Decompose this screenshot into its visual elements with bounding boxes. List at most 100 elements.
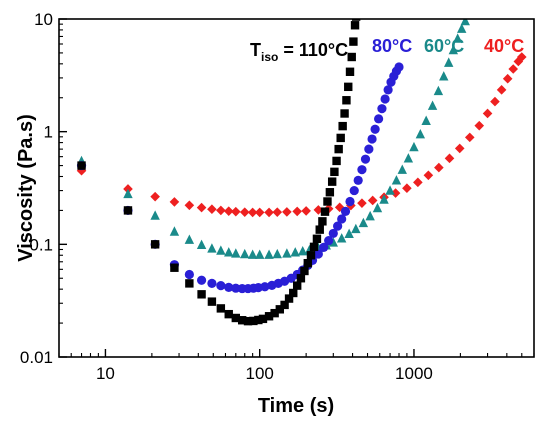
data-point — [231, 206, 241, 217]
y-tick-label: 1 — [44, 123, 53, 142]
data-point — [360, 154, 371, 164]
data-point — [345, 67, 355, 76]
data-point — [385, 185, 395, 195]
data-point — [313, 205, 324, 215]
data-point — [444, 153, 455, 164]
data-point — [247, 207, 258, 218]
x-axis-title: Time (s) — [258, 395, 334, 417]
data-point — [298, 245, 308, 256]
data-point — [508, 64, 519, 74]
data-point — [421, 115, 431, 125]
data-point — [196, 202, 207, 213]
data-point — [390, 188, 401, 198]
data-point — [150, 210, 160, 220]
data-point — [224, 309, 233, 319]
data-point — [254, 207, 265, 218]
data-point — [264, 249, 274, 259]
data-point — [150, 191, 160, 202]
data-point — [260, 282, 270, 292]
data-point — [349, 185, 359, 196]
data-point — [76, 165, 87, 176]
x-tick-label: 100 — [246, 364, 274, 383]
data-point — [216, 304, 226, 313]
data-point — [374, 114, 384, 124]
data-point — [347, 52, 356, 62]
data-point — [169, 197, 180, 207]
y-tick-label: 0.1 — [29, 235, 53, 254]
data-point — [358, 217, 369, 228]
data-point — [319, 242, 329, 252]
data-point — [409, 141, 419, 152]
data-point — [243, 316, 253, 326]
data-point — [282, 248, 292, 258]
data-point — [169, 226, 180, 236]
data-point — [207, 243, 217, 253]
series-4 — [76, 52, 527, 218]
data-point — [77, 161, 86, 170]
data-point — [275, 305, 285, 314]
data-point — [402, 183, 412, 193]
data-point — [270, 308, 279, 318]
data-point — [207, 278, 217, 289]
data-point — [496, 85, 507, 95]
data-point — [258, 314, 268, 324]
x-tick-label: 1000 — [395, 364, 433, 383]
data-point — [170, 263, 179, 272]
data-point — [223, 206, 234, 216]
data-point — [403, 153, 414, 163]
data-point — [272, 248, 282, 259]
data-point — [272, 207, 283, 217]
data-point — [457, 23, 467, 33]
series-label-main: T — [250, 40, 261, 60]
data-point — [397, 164, 407, 174]
data-point — [247, 249, 258, 259]
data-point — [427, 100, 438, 110]
series-labels: Tiso = 110°C 80°C 60°C 40°C — [250, 36, 524, 64]
data-point — [377, 104, 387, 114]
data-point — [338, 121, 347, 131]
data-point — [345, 196, 355, 207]
data-point — [336, 233, 347, 243]
data-point — [452, 33, 463, 43]
data-point — [474, 120, 485, 131]
y-axis-title: Viscosity (Pa.s) — [15, 114, 37, 261]
data-point — [289, 288, 298, 298]
data-point — [342, 96, 351, 105]
data-point — [320, 207, 330, 216]
data-point — [394, 62, 404, 72]
data-point — [239, 207, 250, 217]
data-point — [349, 37, 358, 46]
data-point — [372, 202, 383, 213]
data-point — [282, 207, 292, 217]
data-point — [207, 297, 217, 306]
data-point — [367, 134, 377, 144]
data-point — [231, 248, 241, 258]
data-point — [434, 162, 444, 173]
data-point — [216, 281, 226, 291]
x-tick-label: 10 — [96, 364, 115, 383]
data-point — [444, 57, 454, 67]
data-point — [196, 275, 207, 285]
data-point — [325, 188, 335, 197]
data-point — [292, 281, 302, 290]
data-point — [502, 73, 513, 84]
data-point — [454, 143, 465, 154]
data-point — [460, 19, 470, 26]
data-point — [415, 128, 426, 139]
data-point — [330, 167, 339, 177]
data-point — [207, 204, 217, 215]
data-point — [224, 247, 234, 257]
data-point — [150, 240, 160, 249]
series-layer — [76, 19, 527, 326]
data-point — [344, 82, 353, 92]
plot-frame — [58, 18, 535, 358]
data-point — [249, 316, 258, 326]
data-point — [301, 206, 311, 216]
data-point — [324, 235, 334, 246]
data-point — [351, 223, 361, 234]
data-point — [264, 207, 274, 218]
ticks-layer: 10 100 1000 0.01 0.1 1 10 — [20, 10, 535, 383]
y-tick-label: 10 — [34, 10, 53, 29]
